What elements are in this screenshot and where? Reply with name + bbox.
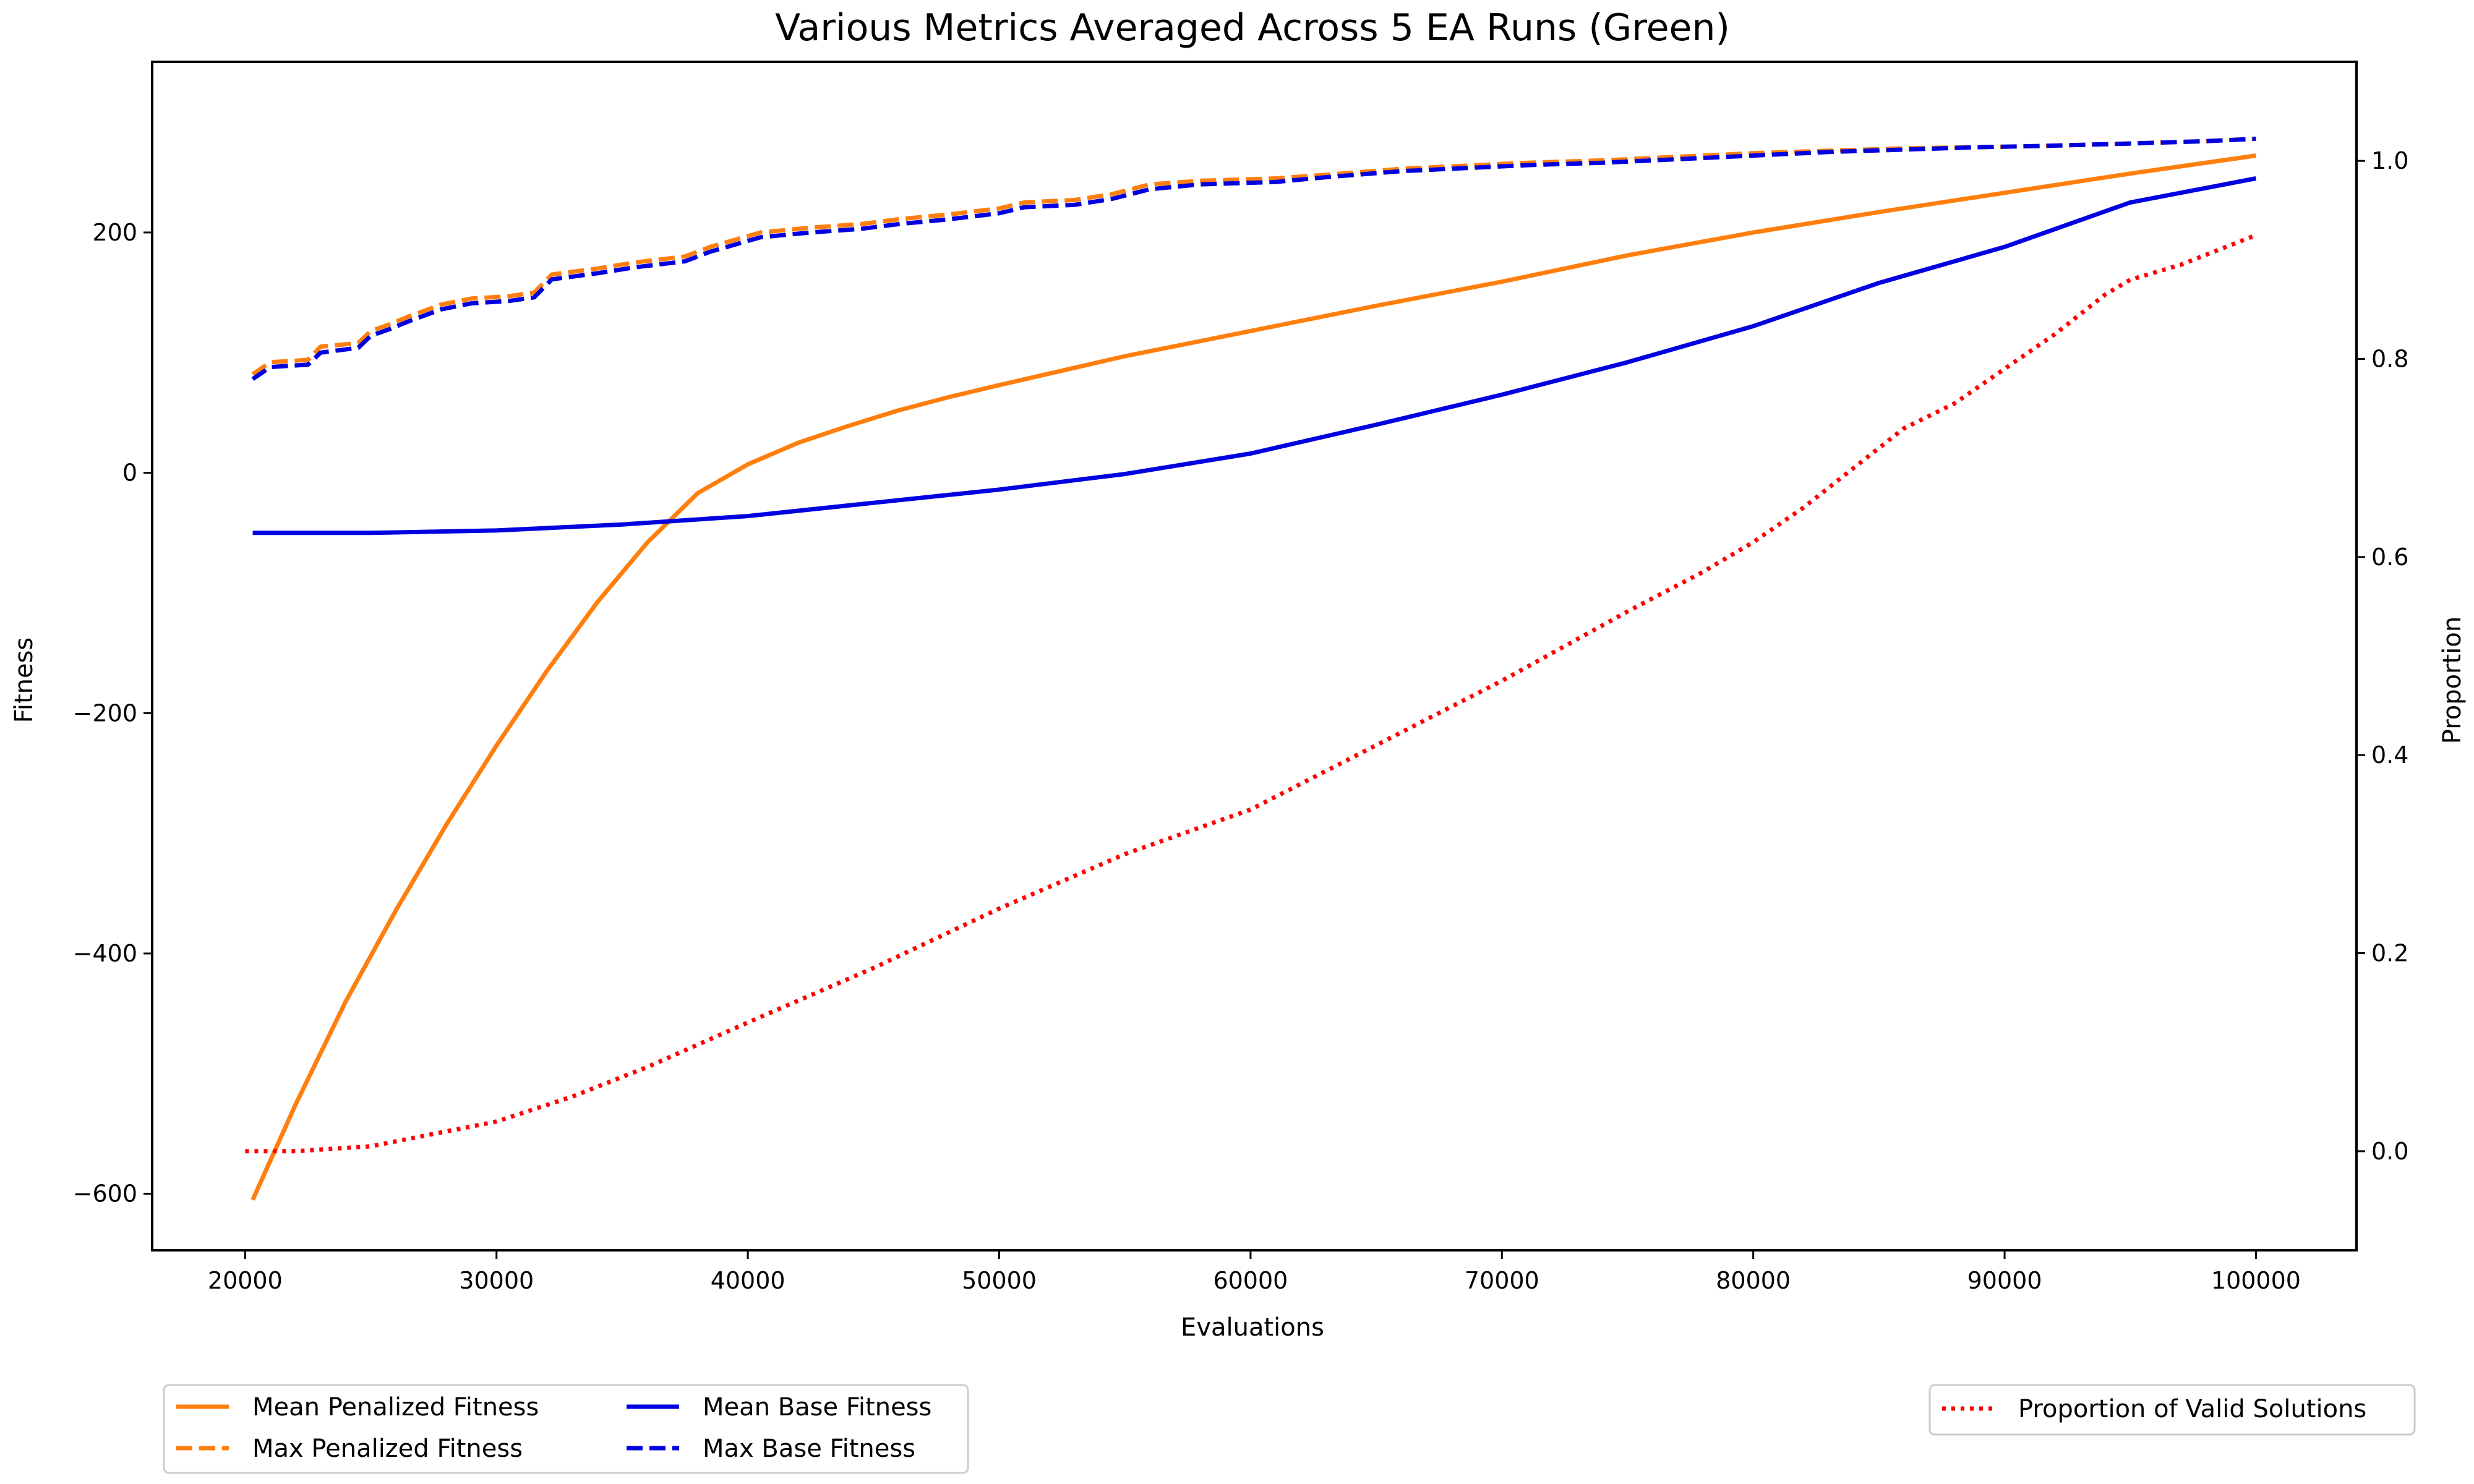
legend-entry-mean-base: Mean Base Fitness: [627, 1393, 931, 1422]
y-right-tick-label: 0.8: [2371, 346, 2408, 373]
legend-label-valid-solutions: Proportion of Valid Solutions: [2018, 1395, 2366, 1423]
y-right-tick-label: 0.6: [2371, 544, 2408, 571]
x-tick-label: 70000: [1465, 1267, 1539, 1294]
legend-entry-max-base: Max Base Fitness: [627, 1435, 915, 1463]
y-axis-left: −600 −400 −200 0 200: [73, 219, 152, 1208]
legend-label-max-penalized: Max Penalized Fitness: [252, 1435, 523, 1463]
x-tick-label: 30000: [459, 1267, 534, 1294]
legend-label-max-base: Max Base Fitness: [703, 1435, 915, 1463]
y-axis-right-label: Proportion: [2438, 616, 2467, 744]
chart-title: Various Metrics Averaged Across 5 EA Run…: [775, 6, 1730, 49]
y-left-tick-label: 200: [92, 219, 137, 246]
y-right-tick-label: 0.4: [2371, 741, 2408, 769]
x-tick-label: 90000: [1967, 1267, 2042, 1294]
y-left-tick-label: −400: [73, 940, 137, 967]
legend-right-box: [1928, 1384, 2416, 1436]
x-tick-label: 60000: [1213, 1267, 1288, 1294]
series-layer: [245, 136, 2257, 1201]
y-left-tick-label: −600: [73, 1180, 137, 1208]
x-tick-label: 40000: [711, 1267, 785, 1294]
y-right-tick-label: 0.2: [2371, 940, 2408, 967]
x-tick-label: 50000: [962, 1267, 1037, 1294]
legend-label-mean-base: Mean Base Fitness: [703, 1393, 931, 1422]
series-line-mean-base-fitness: [252, 176, 2257, 535]
y-left-tick-label: −200: [73, 699, 137, 727]
y-axis-left-label: Fitness: [10, 638, 38, 723]
plot-frame: [151, 61, 2358, 1252]
x-axis-label: Evaluations: [1181, 1313, 1324, 1342]
series-line-max-penalized-fitness: [251, 136, 2256, 377]
legend-left-box: [163, 1384, 969, 1474]
x-tick-label: 100000: [2211, 1267, 2301, 1294]
legend-left: Mean Penalized Fitness Max Penalized Fit…: [163, 1384, 969, 1474]
legend-entry-max-penalized: Max Penalized Fitness: [176, 1435, 523, 1463]
legend-entry-mean-penalized: Mean Penalized Fitness: [176, 1393, 539, 1422]
y-right-tick-label: 1.0: [2371, 147, 2408, 174]
x-tick-label: 20000: [208, 1267, 283, 1294]
x-tick-label: 80000: [1716, 1267, 1791, 1294]
legend-entry-valid-solutions: Proportion of Valid Solutions: [1942, 1395, 2366, 1423]
legend-label-mean-penalized: Mean Penalized Fitness: [252, 1393, 539, 1422]
y-right-tick-label: 0.0: [2371, 1138, 2408, 1165]
x-axis: 20000 30000 40000 50000 60000 70000 80000 90000…: [208, 1250, 2301, 1294]
series-line-mean-penalized-fitness: [250, 153, 2256, 1201]
series-line-proportion-of-valid-solutions: [245, 233, 2257, 1154]
legend-right: Proportion of Valid Solutions: [1928, 1384, 2416, 1436]
y-axis-right: 0.0 0.2 0.4 0.6 0.8 1.0: [2356, 147, 2408, 1165]
y-left-tick-label: 0: [122, 459, 137, 487]
